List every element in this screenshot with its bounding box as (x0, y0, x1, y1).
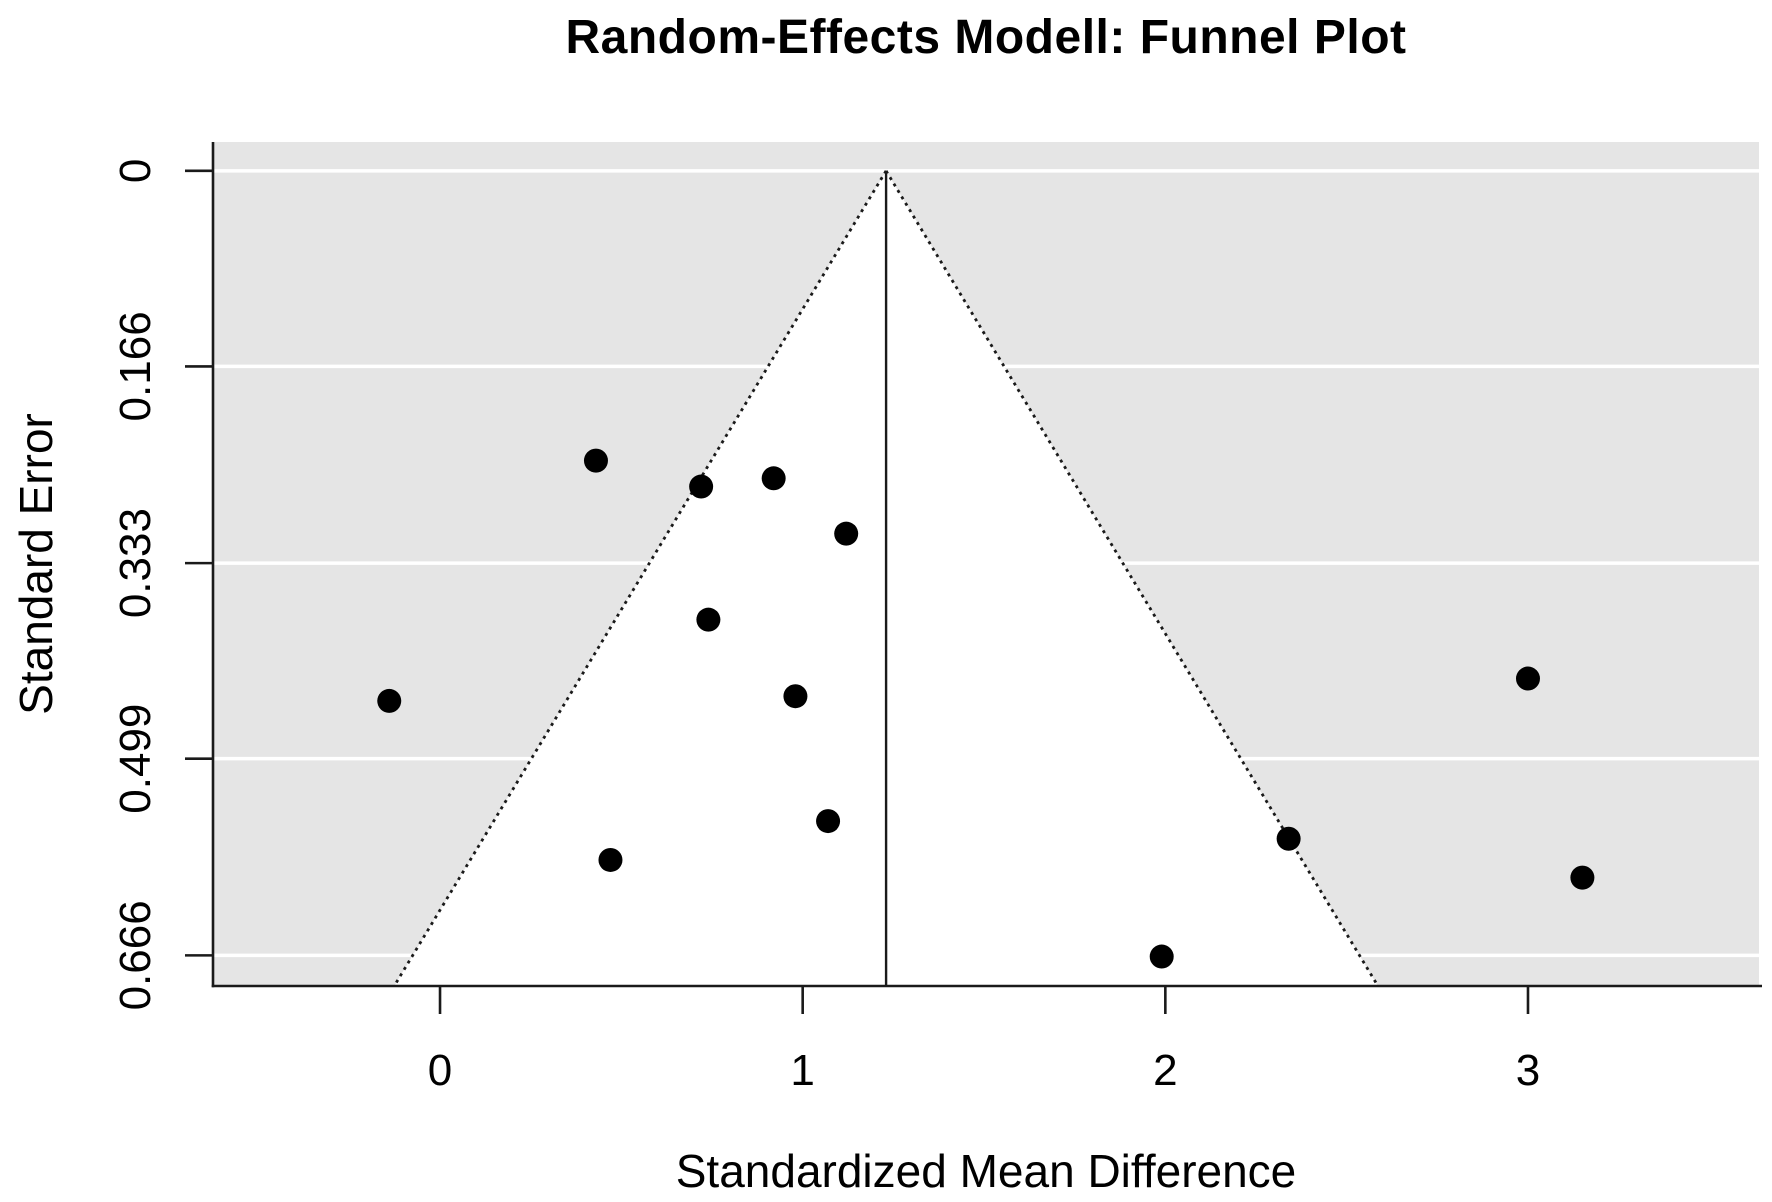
y-tick-label: 0.499 (111, 704, 160, 814)
data-point (598, 847, 623, 872)
x-tick-label: 3 (1516, 1046, 1540, 1095)
data-point (783, 684, 808, 709)
data-point (1570, 865, 1595, 890)
data-point (834, 521, 859, 546)
data-point (696, 607, 721, 632)
x-axis-title: Standardized Mean Difference (675, 1145, 1297, 1197)
data-point (583, 448, 608, 473)
data-point (761, 466, 786, 491)
data-point (1149, 944, 1174, 969)
x-tick-label: 2 (1153, 1046, 1177, 1095)
chart-title: Random-Effects Modell: Funnel Plot (565, 11, 1407, 64)
y-tick-label: 0.666 (111, 900, 160, 1010)
data-point (816, 809, 841, 834)
y-tick-label: 0 (111, 159, 160, 183)
funnel-right-edge (884, 170, 1380, 987)
y-tick-label: 0.333 (111, 508, 160, 618)
data-point (377, 688, 402, 713)
x-tick-label: 1 (790, 1046, 814, 1095)
y-tick-label: 0.166 (111, 311, 160, 421)
data-point (689, 474, 714, 499)
x-tick-label: 0 (428, 1046, 452, 1095)
data-point (1276, 826, 1301, 851)
data-point (1515, 666, 1540, 691)
funnel-left-edge (393, 170, 888, 987)
